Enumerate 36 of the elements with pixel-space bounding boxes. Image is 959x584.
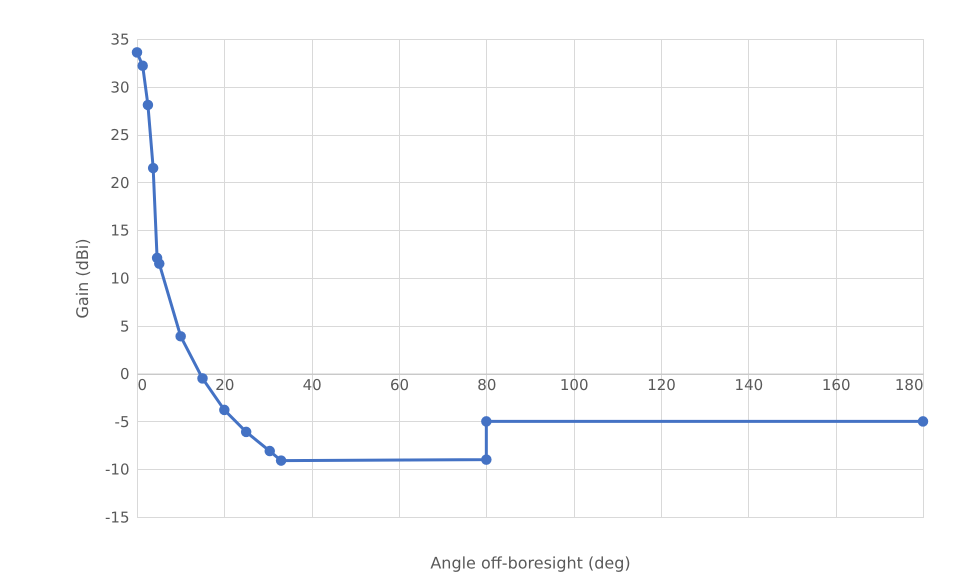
y-tick-label: 30	[110, 78, 130, 96]
x-tick-label: 120	[647, 376, 676, 394]
x-tick-label: 80	[477, 376, 496, 394]
y-tick-label: -15	[105, 508, 130, 526]
x-tick-label: 20	[215, 376, 234, 394]
x-tick-label: 140	[734, 376, 764, 394]
y-tick-label: 5	[120, 317, 130, 336]
y-tick-label: 35	[110, 30, 130, 48]
y-tick-label: 25	[110, 126, 130, 144]
x-tick-label: 100	[560, 376, 588, 394]
point	[481, 454, 492, 465]
point	[481, 416, 492, 427]
x-tick-label: 40	[302, 376, 322, 394]
y-axis-title: Gain (dBi)	[73, 238, 92, 318]
point	[148, 162, 158, 174]
point	[276, 455, 286, 466]
point	[197, 373, 208, 384]
y-tick-label: -10	[105, 460, 130, 479]
x-tick-label: 60	[390, 376, 410, 394]
x-tick-label: 0	[138, 376, 148, 394]
point	[142, 100, 154, 110]
point	[132, 47, 142, 58]
point	[154, 258, 165, 269]
point	[240, 426, 252, 438]
y-tick-label: 20	[110, 174, 130, 192]
point	[219, 404, 230, 416]
y-tick-label: -5	[114, 412, 130, 431]
point	[137, 60, 148, 71]
x-tick-label: 180	[894, 376, 924, 394]
x-axis-title: Angle off-boresight (deg)	[430, 554, 631, 572]
point	[175, 331, 186, 342]
y-tick-label: 10	[110, 270, 130, 288]
y-tick-label: 15	[110, 222, 130, 240]
point	[918, 416, 928, 427]
point	[264, 446, 275, 456]
x-tick-label: 160	[822, 376, 850, 394]
